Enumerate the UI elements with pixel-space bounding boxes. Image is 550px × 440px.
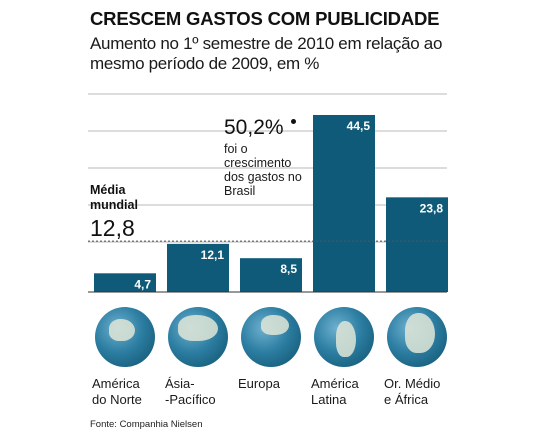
bar (313, 114, 375, 292)
globe-asia-icon (168, 307, 228, 367)
bar (94, 273, 156, 292)
annotation-value: 50,2% (224, 116, 284, 139)
chart-subtitle: Aumento no 1º semestre de 2010 em relaçã… (90, 34, 443, 73)
category-label: América Latina (311, 376, 359, 407)
continent-shape (261, 315, 289, 335)
bar-value-label: 4,7 (134, 277, 151, 291)
category-label: Europa (238, 376, 280, 391)
annotation-text: foi o crescimento dos gastos no Brasil (224, 142, 302, 198)
category-label: América do Norte (92, 376, 142, 407)
bar (167, 243, 229, 292)
continent-shape (109, 319, 135, 341)
bar-value-label: 44,5 (347, 119, 371, 133)
bar (240, 258, 302, 292)
annotation-dot (291, 119, 296, 124)
bar-value-label: 23,8 (420, 201, 444, 215)
continent-shape (336, 321, 356, 357)
bar-value-label: 8,5 (280, 262, 297, 276)
reference-value: 12,8 (90, 215, 135, 241)
category-label: Ásia- -Pacífico (165, 376, 216, 407)
reference-label: Média mundial (90, 183, 138, 212)
category-label: Or. Médio e África (384, 376, 441, 407)
source-note: Fonte: Companhia Nielsen (90, 419, 203, 430)
globe-africa-icon (387, 307, 447, 367)
globe-americas-south-icon (314, 307, 374, 367)
globe-europe-icon (241, 307, 301, 367)
chart-title: CRESCEM GASTOS COM PUBLICIDADE (90, 8, 440, 29)
bar (386, 197, 448, 292)
globe-americas-north-icon (95, 307, 155, 367)
bar-value-label: 12,1 (201, 248, 225, 262)
continent-shape (405, 313, 435, 353)
continent-shape (178, 315, 218, 341)
